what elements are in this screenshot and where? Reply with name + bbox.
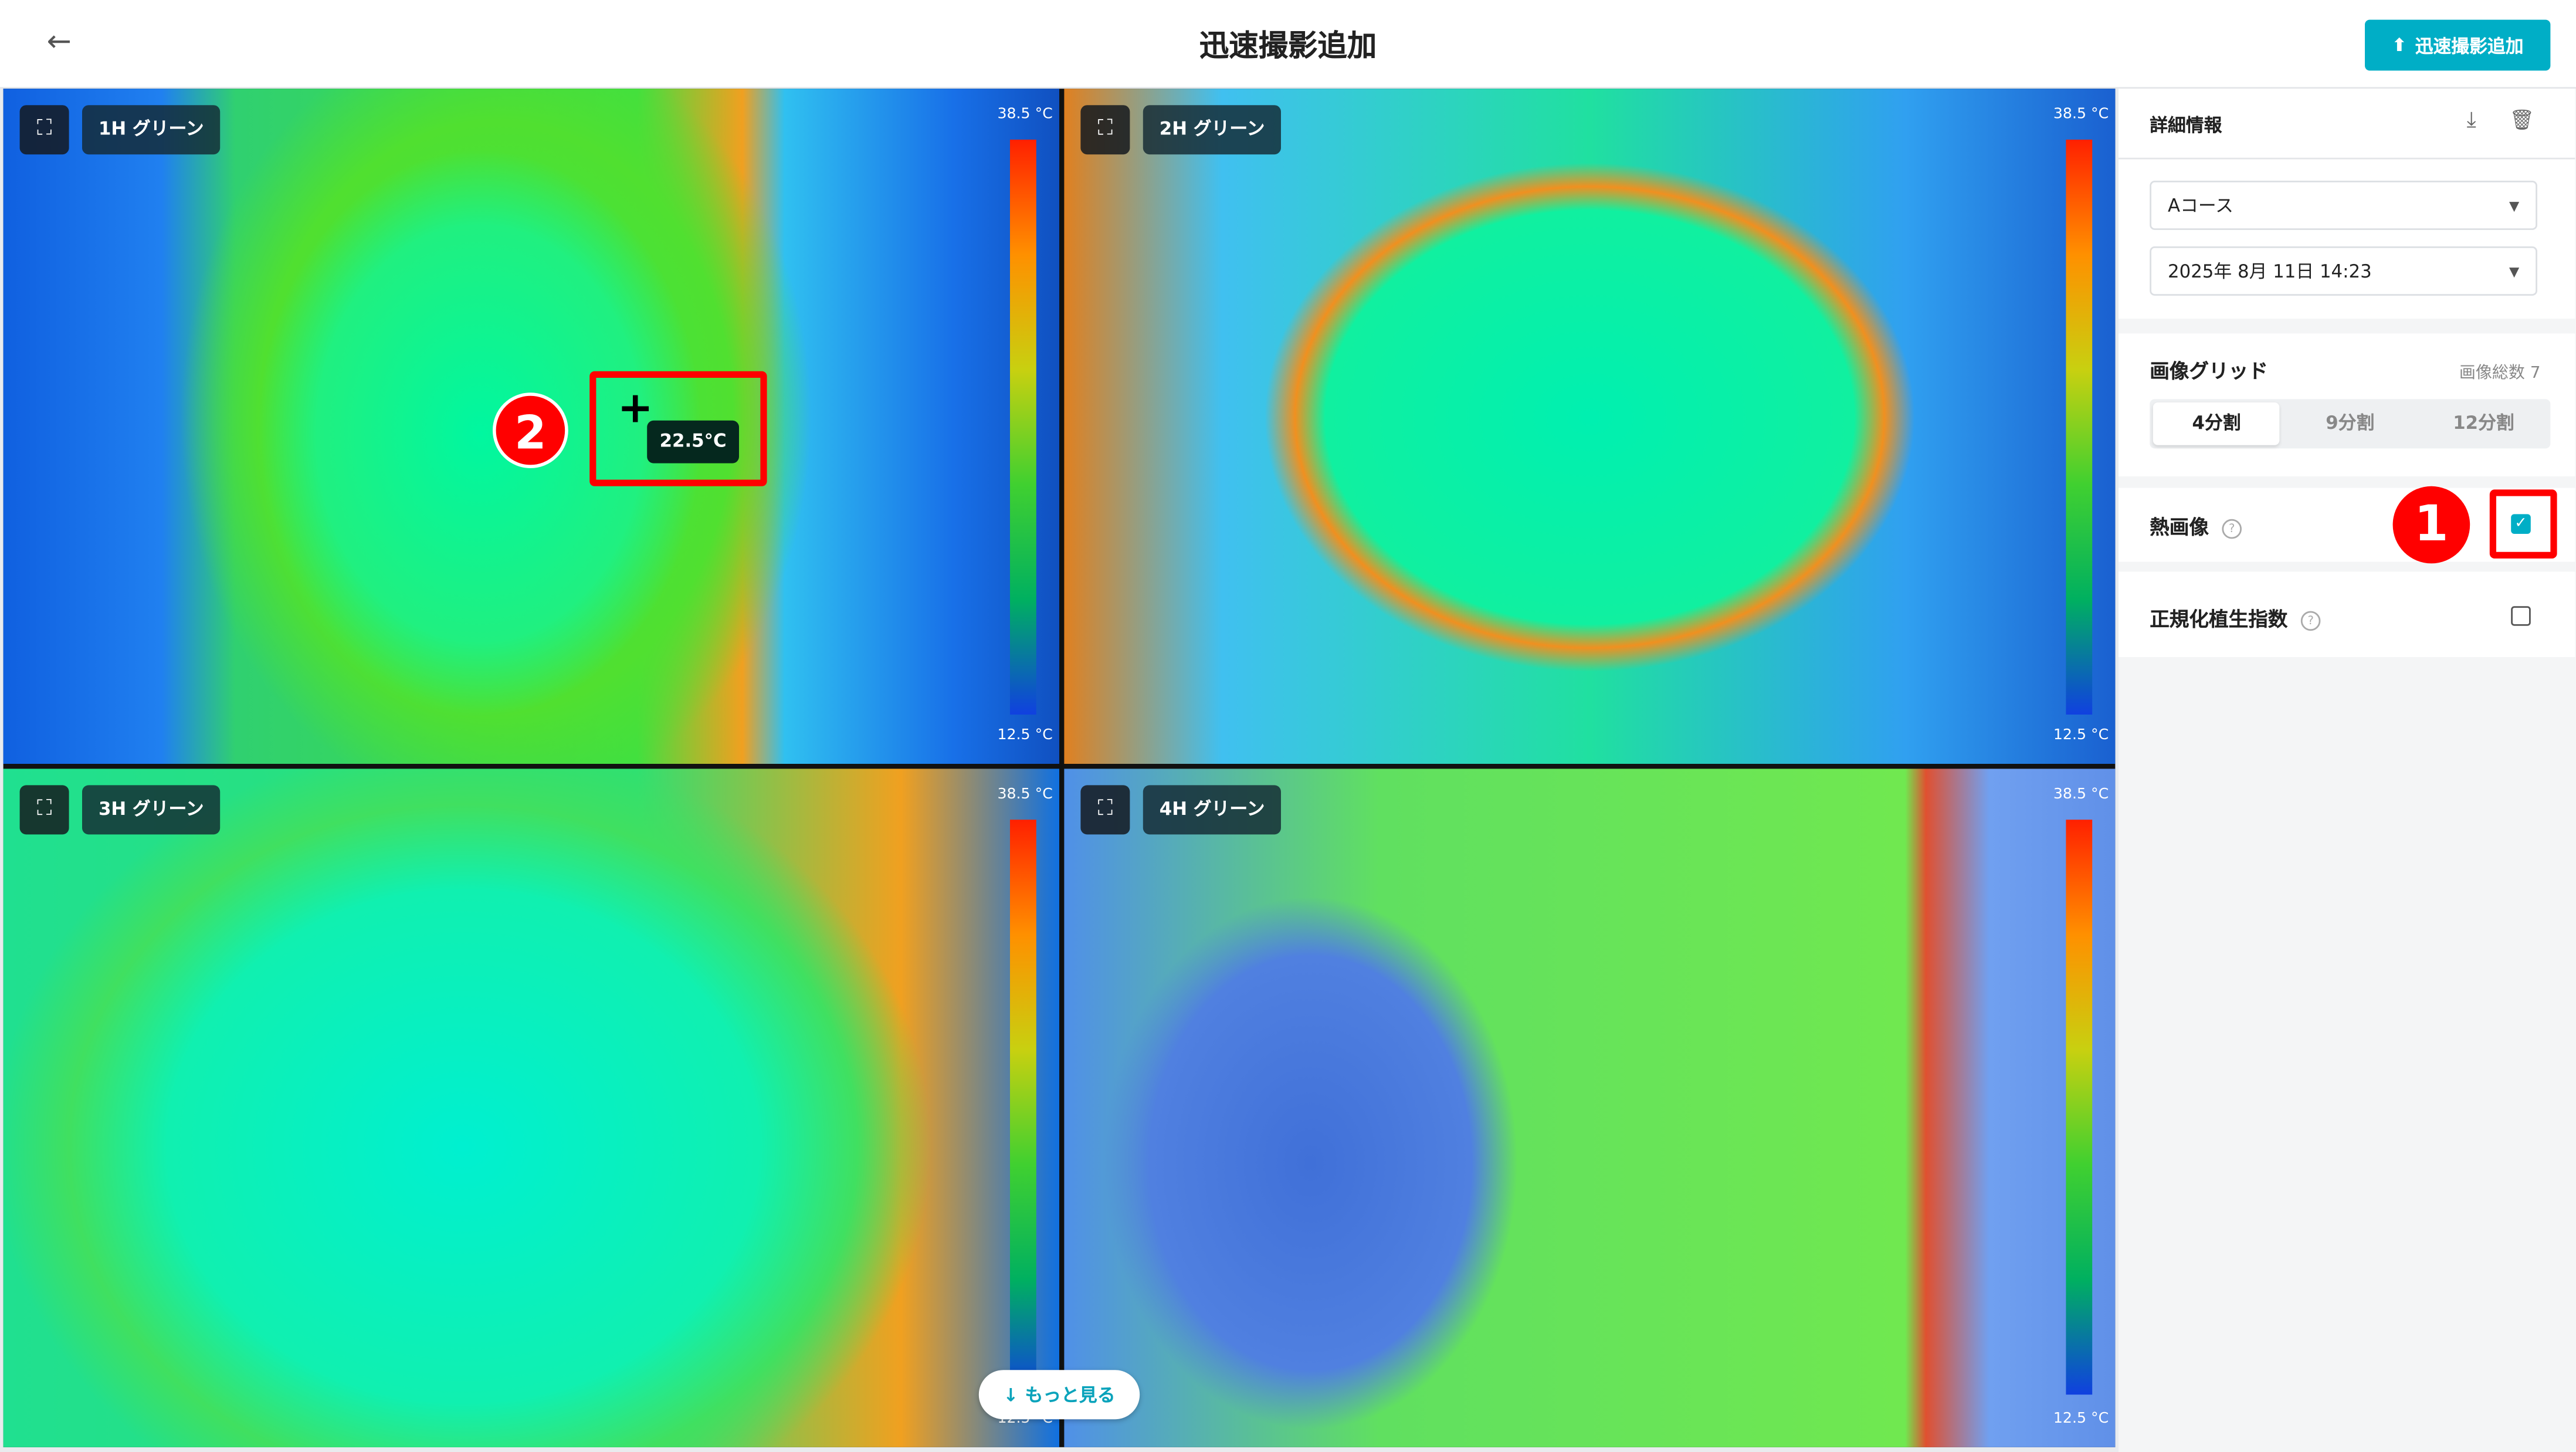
thermal-image-panel[interactable]: ⛶ 3H グリーン 38.5 °C 12.5 °C — [3, 769, 1060, 1447]
thermal-image-panel[interactable]: ⛶ 2H グリーン 38.5 °C 12.5 °C — [1064, 89, 2116, 764]
fullscreen-icon[interactable]: ⛶ — [19, 105, 69, 155]
sidebar: 詳細情報 ⤓ 🗑 Aコース ▼ 2025年 8月 11日 14:23 ▼ 画像グリッ… — [2119, 89, 2576, 1452]
annotation-box-1 — [2489, 489, 2557, 559]
caret-down-icon: ▼ — [2509, 198, 2520, 214]
help-icon[interactable]: ? — [2222, 519, 2242, 539]
grid-option-12[interactable]: 12分割 — [2453, 412, 2514, 434]
scale-max: 38.5 °C — [2053, 787, 2109, 804]
color-scale-bar — [1010, 140, 1036, 715]
color-scale-bar — [2066, 820, 2093, 1395]
page-title: 迅速撮影追加 — [1199, 29, 1377, 65]
thermal-label: 熱画像? — [2150, 513, 2242, 541]
details-header: 詳細情報 ⤓ 🗑 — [2119, 89, 2575, 160]
fullscreen-icon[interactable]: ⛶ — [1080, 785, 1130, 835]
scale-min: 12.5 °C — [2053, 727, 2109, 744]
grid-title: 画像グリッド — [2150, 360, 2268, 383]
panel-label: 2H グリーン — [1143, 105, 1282, 155]
grid-section: 画像グリッド 画像総数 7 4分割 9分割 12分割 — [2119, 333, 2575, 476]
caret-down-icon: ▼ — [2509, 264, 2520, 279]
scale-max: 38.5 °C — [2053, 107, 2109, 123]
temperature-tooltip: 22.5°C — [647, 420, 739, 463]
show-more-button[interactable]: ↓ もっと見る — [978, 1370, 1140, 1420]
thermal-row: 熱画像? ✓ — [2119, 488, 2575, 562]
color-scale-bar — [1010, 820, 1036, 1395]
panel-label: 3H グリーン — [82, 785, 221, 835]
grid-segmented-control: 4分割 9分割 12分割 — [2150, 399, 2551, 449]
ndvi-checkbox[interactable] — [2511, 606, 2531, 626]
grid-option-9[interactable]: 9分割 — [2326, 412, 2375, 434]
annotation-marker-2: 2 — [493, 392, 568, 468]
scale-min: 12.5 °C — [997, 727, 1053, 744]
image-count: 画像総数 7 — [2459, 364, 2541, 383]
course-select[interactable]: Aコース ▼ — [2150, 181, 2537, 230]
thermal-image-panel[interactable]: ⛶ 4H グリーン 38.5 °C 12.5 °C — [1064, 769, 2116, 1447]
upload-icon: ⬆ — [2391, 34, 2407, 56]
image-grid: ⛶ 1H グリーン 38.5 °C 12.5 °C ⛶ 2H グリーン 38.5… — [3, 89, 2116, 1447]
arrow-down-icon: ↓ — [1003, 1384, 1019, 1406]
ndvi-label: 正規化植生指数? — [2150, 604, 2321, 632]
header: ← 迅速撮影追加 ⬆ 迅速撮影追加 — [0, 0, 2576, 89]
details-title: 詳細情報 — [2150, 115, 2222, 137]
help-icon[interactable]: ? — [2300, 611, 2321, 631]
download-icon[interactable]: ⤓ — [2466, 108, 2476, 133]
grid-option-4[interactable]: 4分割 — [2153, 402, 2280, 445]
panel-label: 1H グリーン — [82, 105, 221, 155]
color-scale-bar — [2066, 140, 2093, 715]
quick-capture-add-button[interactable]: ⬆ 迅速撮影追加 — [2365, 19, 2551, 71]
fullscreen-icon[interactable]: ⛶ — [1080, 105, 1130, 155]
annotation-box-2 — [589, 371, 767, 486]
back-button[interactable]: ← — [46, 25, 72, 59]
panel-label: 4H グリーン — [1143, 785, 1282, 835]
ndvi-row: 正規化植生指数? — [2119, 571, 2575, 657]
thermal-checkbox[interactable]: ✓ — [2511, 514, 2531, 534]
scale-max: 38.5 °C — [997, 107, 1053, 123]
fullscreen-icon[interactable]: ⛶ — [19, 785, 69, 835]
selectors: Aコース ▼ 2025年 8月 11日 14:23 ▼ — [2119, 159, 2575, 319]
scale-min: 12.5 °C — [2053, 1411, 2109, 1428]
date-select[interactable]: 2025年 8月 11日 14:23 ▼ — [2150, 246, 2537, 296]
trash-icon[interactable]: 🗑 — [2509, 108, 2535, 131]
scale-max: 38.5 °C — [997, 787, 1053, 804]
annotation-marker-1: 1 — [2392, 486, 2470, 564]
